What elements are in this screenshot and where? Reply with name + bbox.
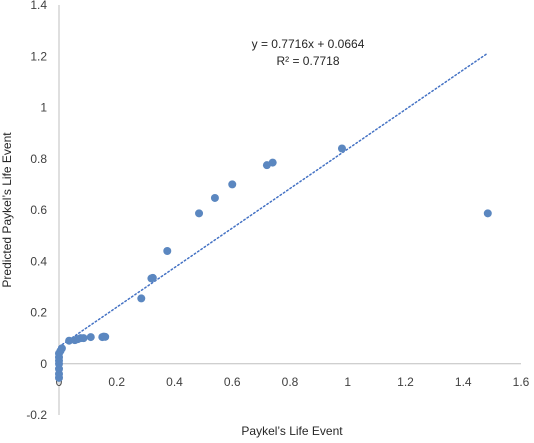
data-point <box>337 144 346 153</box>
data-point <box>137 294 146 303</box>
trendline-layer <box>58 53 488 348</box>
data-points <box>55 144 492 382</box>
x-tick-label: 1 <box>344 375 351 389</box>
data-point <box>210 193 219 202</box>
y-tick-label: 0.4 <box>30 254 47 268</box>
data-point <box>57 344 66 353</box>
data-point <box>86 333 95 342</box>
trendline-equation: y = 0.7716x + 0.0664 <box>252 37 365 51</box>
y-tick-label: 0.6 <box>30 203 47 217</box>
x-tick-label: 0.2 <box>108 375 125 389</box>
y-tick-label: 0.8 <box>30 152 47 166</box>
tick-labels: 00.20.40.60.811.21.41.6-0.200.20.40.60.8… <box>26 0 529 422</box>
trendline-annotation: y = 0.7716x + 0.0664 R² = 0.7718 <box>252 37 365 68</box>
data-point <box>228 180 237 189</box>
data-point <box>148 273 157 282</box>
data-point <box>101 332 110 341</box>
y-tick-label: -0.2 <box>26 408 47 422</box>
x-tick-label: 1.4 <box>455 375 472 389</box>
x-tick-label: 0.6 <box>224 375 241 389</box>
y-tick-label: 1 <box>40 101 47 115</box>
x-tick-label: 1.2 <box>397 375 414 389</box>
y-tick-label: 0.2 <box>30 306 47 320</box>
y-tick-label: 1.4 <box>30 0 47 12</box>
y-tick-label: 0 <box>40 357 47 371</box>
x-tick-label: 1.6 <box>513 375 530 389</box>
data-point <box>79 334 88 343</box>
data-point <box>268 158 277 167</box>
data-point <box>195 209 204 218</box>
data-point <box>65 336 74 345</box>
trendline <box>58 53 488 348</box>
x-axis-title: Paykel’s Life Event <box>241 424 343 438</box>
trendline-r-squared: R² = 0.7718 <box>276 54 339 68</box>
x-tick-label: 0.4 <box>166 375 183 389</box>
x-tick-label: 0.8 <box>282 375 299 389</box>
y-axis-title: Predicted Paykel’s Life Event <box>0 132 14 288</box>
y-tick-label: 1.2 <box>30 49 47 63</box>
data-point <box>163 247 172 255</box>
data-point <box>483 209 492 218</box>
